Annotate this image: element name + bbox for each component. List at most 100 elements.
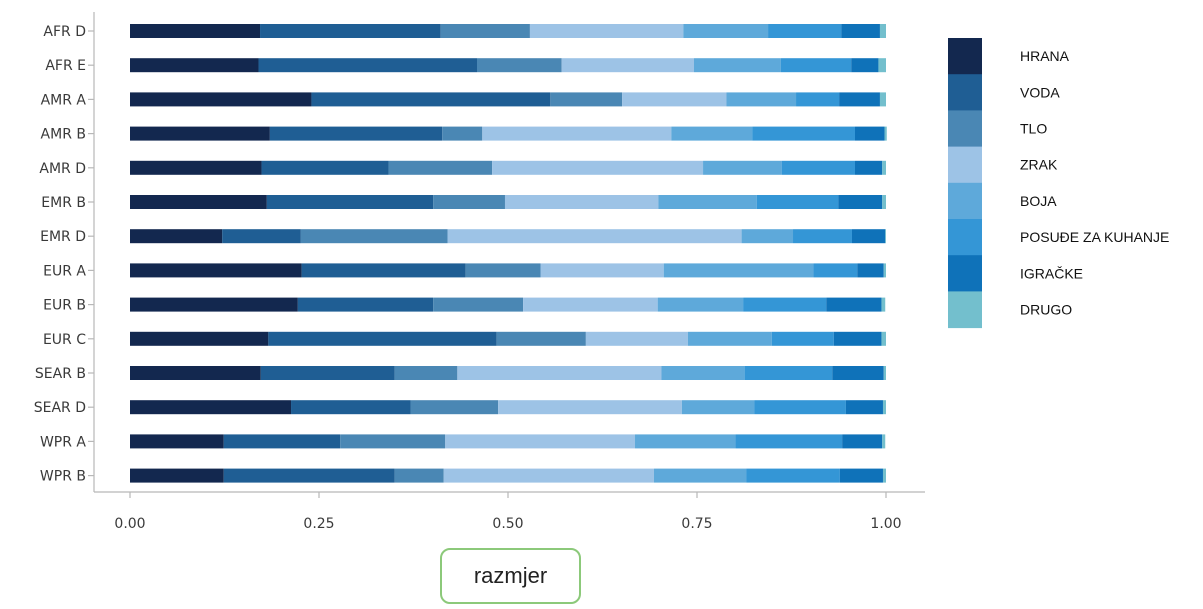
bar-segment — [756, 195, 839, 209]
bar-segment — [523, 297, 658, 312]
bar-segment — [881, 331, 886, 346]
y-tick-label: EMR D — [40, 229, 86, 245]
bar-segment — [781, 160, 856, 175]
bar-segment — [465, 263, 541, 278]
bar-segment — [130, 92, 312, 107]
bar-segment — [130, 195, 267, 209]
x-tick-label: 1.00 — [870, 516, 901, 532]
legend-label: HRANA — [1020, 48, 1070, 64]
y-tick-label: AFR D — [43, 24, 86, 40]
bar-segment — [443, 468, 654, 483]
bar-segment — [735, 434, 843, 449]
bar-segment — [585, 331, 688, 346]
bar-segment — [130, 331, 269, 346]
x-tick-label: 0.25 — [303, 516, 334, 532]
legend-swatch — [948, 38, 982, 75]
bar-segment — [394, 366, 458, 380]
bar-segment — [839, 468, 883, 483]
bar-segment — [838, 195, 883, 209]
bar-segment — [447, 229, 742, 244]
y-tick-label: EUR B — [43, 298, 86, 314]
bar-segment — [260, 366, 395, 380]
bar-segment — [445, 434, 636, 449]
bar-segment — [658, 195, 757, 209]
bar-segment — [635, 434, 736, 449]
bar-segment — [882, 468, 886, 483]
bar-segment — [839, 92, 880, 107]
bar-segment — [269, 126, 443, 141]
bar-segment — [433, 195, 505, 209]
bar-segment — [683, 24, 769, 38]
y-tick-label: AMR B — [41, 127, 86, 143]
bar-segment — [851, 229, 886, 244]
bar-segment — [657, 297, 744, 312]
bar-segment — [222, 229, 301, 244]
bar-segment — [857, 263, 884, 278]
bar-segment — [130, 126, 270, 141]
bar-segment — [258, 58, 478, 73]
bar-segment — [340, 434, 446, 449]
bar-segment — [884, 126, 887, 141]
bar-segment — [492, 160, 704, 175]
bar-segment — [442, 126, 483, 141]
legend-swatch — [948, 219, 982, 256]
bar-segment — [130, 263, 302, 278]
bar-segment — [671, 126, 753, 141]
legend-label: IGRAČKE — [1020, 265, 1083, 281]
bar-segment — [622, 92, 727, 107]
y-tick-label: WPR A — [40, 434, 86, 450]
bar-segment — [841, 24, 880, 38]
y-tick-label: AFR E — [45, 58, 86, 74]
bar-segment — [752, 126, 856, 141]
bar-segment — [882, 195, 886, 209]
x-tick-label: 0.50 — [492, 516, 523, 532]
bar-segment — [832, 366, 884, 380]
bar-segment — [793, 229, 852, 244]
bar-segment — [504, 195, 659, 209]
bar-segment — [130, 297, 298, 312]
bar-segment — [879, 24, 886, 38]
bar-segment — [851, 58, 879, 73]
bar-segment — [130, 24, 261, 38]
bar-segment — [388, 160, 493, 175]
bar-segment — [833, 331, 882, 346]
y-tick-label: AMR A — [41, 92, 87, 108]
bar-segment — [223, 468, 395, 483]
bar-segment — [768, 24, 842, 38]
bar-segment — [653, 468, 747, 483]
legend-swatch — [948, 291, 982, 329]
bar-segment — [550, 92, 623, 107]
bar-segment — [457, 366, 662, 380]
bar-segment — [301, 263, 466, 278]
y-tick-label: SEAR B — [35, 366, 86, 382]
bar-segment — [663, 263, 814, 278]
bar-segment — [130, 160, 262, 175]
bar-segment — [300, 229, 448, 244]
bar-segment — [130, 400, 292, 415]
bar-segment — [410, 400, 499, 415]
bar-segment — [130, 229, 223, 244]
bar-segment — [130, 58, 259, 73]
bar-segment — [885, 229, 886, 244]
bar-segment — [498, 400, 682, 415]
bar-segment — [266, 195, 434, 209]
legend-label: BOJA — [1020, 193, 1057, 209]
bar-segment — [743, 297, 827, 312]
bar-segment — [260, 24, 441, 38]
bar-segment — [268, 331, 497, 346]
x-tick-label: 0.00 — [114, 516, 145, 532]
y-tick-label: AMR D — [39, 161, 86, 177]
bar-segment — [780, 58, 852, 73]
legend: HRANA VODA TLO ZRAK BOJA POSUĐE ZA KUHANJE IGR… — [948, 38, 1169, 329]
bar-segment — [693, 58, 781, 73]
bar-segment — [826, 297, 882, 312]
legend-label: ZRAK — [1020, 157, 1058, 173]
bar-segment — [291, 400, 411, 415]
bar-segment — [881, 297, 886, 312]
bar-segment — [741, 229, 794, 244]
bar-segment — [394, 468, 444, 483]
bar-segment — [687, 331, 772, 346]
bar-segment — [771, 331, 834, 346]
x-axis-label: razmjer — [440, 548, 581, 604]
bar-segment — [855, 126, 885, 141]
